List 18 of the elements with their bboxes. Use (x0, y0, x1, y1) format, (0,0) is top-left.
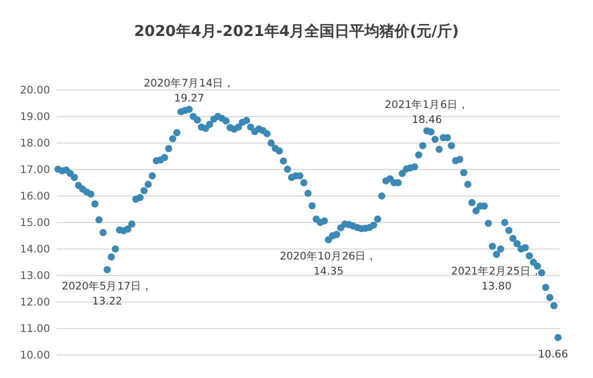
y-tick-label: 19.00 (20, 110, 50, 123)
y-tick-label: 18.00 (20, 137, 50, 150)
annotation: 2021年1月6日， 18.46 (384, 98, 469, 126)
y-tick-label: 12.00 (20, 296, 50, 308)
annotation: 2020年5月17日， 13.22 (62, 280, 153, 308)
y-tick-label: 20.00 (20, 84, 50, 96)
y-tick-label: 14.00 (20, 243, 50, 256)
y-tick-label: 13.00 (20, 270, 50, 282)
y-tick-label: 16.00 (20, 190, 50, 202)
annotation: 2021年2月25日， 13.80 (451, 265, 542, 292)
annotation: 10.66 (538, 348, 568, 361)
y-tick-label: 17.00 (20, 164, 50, 176)
chart-title: 2020年4月-2021年4月全国日平均猪价(元/斤) (134, 22, 459, 40)
annotation: 2020年10月26日， 14.35 (280, 250, 378, 278)
annotation: 2020年7月14日， 19.27 (144, 77, 235, 104)
y-tick-label: 10.00 (20, 349, 50, 362)
y-tick-label: 15.00 (20, 216, 50, 229)
y-tick-label: 11.00 (20, 322, 50, 335)
